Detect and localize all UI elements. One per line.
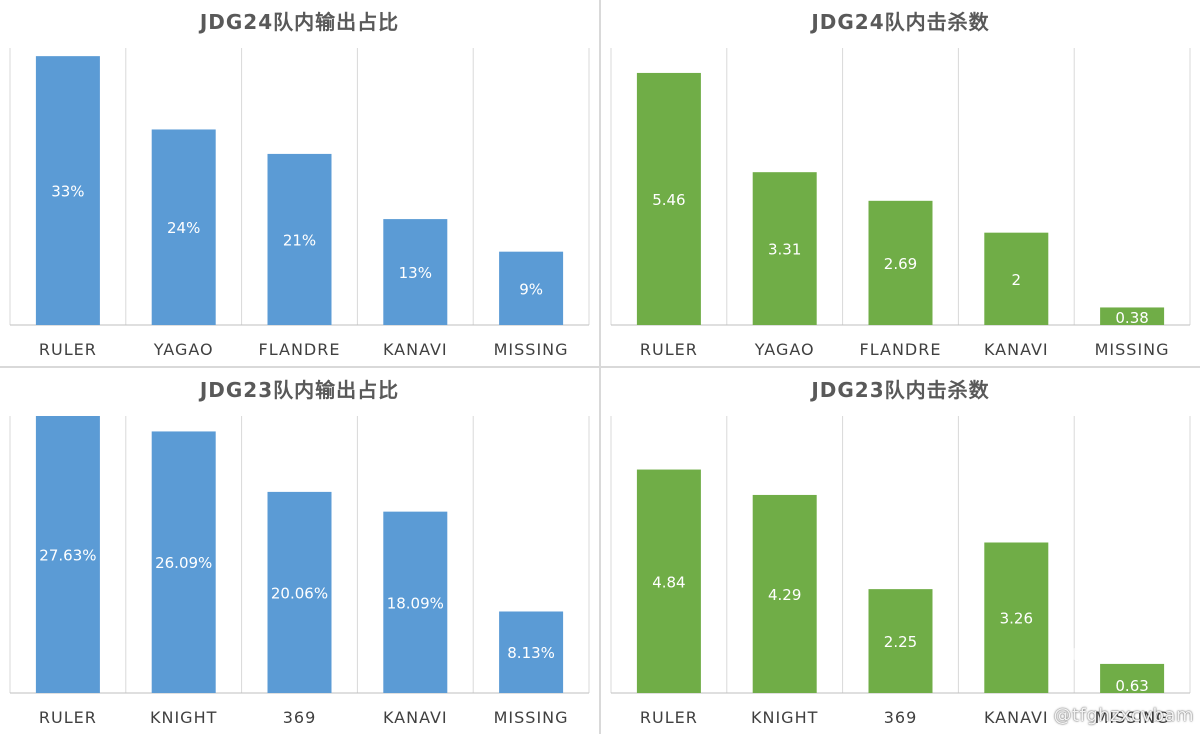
watermark-text: @tfghzxcvbam	[1053, 705, 1194, 726]
data-label: 18.09%	[387, 594, 444, 612]
data-label: 9%	[519, 280, 543, 298]
data-label: 4.84	[652, 573, 685, 591]
bar-kanavi	[383, 511, 448, 693]
x-tick-label: KNIGHT	[150, 708, 217, 727]
x-tick-label: 369	[283, 708, 317, 727]
chart-panel-jdg23-damage-share: JDG23队内输出占比 27.63% RULER 26.09% KNIGHT 20.06%…	[0, 368, 599, 734]
bar-missing	[1100, 663, 1165, 693]
chart-panel-jdg24-damage-share: JDG24队内输出占比 33% RULER 24% YAGAO 21% FLANDRE 13%…	[0, 0, 599, 366]
chart-title: JDG24队内击杀数	[809, 10, 989, 34]
chart-panel-jdg23-kills: JDG23队内击杀数 4.84 RULER 4.29 KNIGHT 2.25 369 3.26…	[601, 368, 1200, 734]
bar-ruler	[636, 72, 701, 326]
chart-svg-jdg23-kills: JDG23队内击杀数 4.84 RULER 4.29 KNIGHT 2.25 369 3.26…	[610, 378, 1191, 727]
x-tick-label: RULER	[640, 708, 698, 727]
x-tick-label: RULER	[39, 340, 97, 359]
bar-missing	[1100, 307, 1165, 325]
data-label: 21%	[283, 231, 316, 249]
x-tick-label: YAGAO	[754, 340, 815, 359]
data-label: 3.26	[1000, 610, 1033, 628]
bar-369	[868, 589, 933, 693]
x-tick-label: KANAVI	[984, 708, 1049, 727]
bar-ruler	[35, 416, 100, 693]
bar-missing	[499, 251, 564, 325]
data-label: 2.25	[884, 633, 917, 651]
x-tick-label: KNIGHT	[751, 708, 818, 727]
data-label: 27.63%	[39, 547, 96, 565]
bar-flandre	[267, 153, 332, 325]
chart-svg-jdg24-damage-share: JDG24队内输出占比 33% RULER 24% YAGAO 21% FLANDRE 13%…	[9, 10, 590, 359]
chart-title: JDG23队内击杀数	[809, 378, 989, 402]
x-tick-label: KANAVI	[984, 340, 1049, 359]
x-tick-label: MISSING	[494, 340, 569, 359]
watermark-logo-icon	[1072, 648, 1158, 660]
bar-kanavi	[984, 232, 1049, 325]
x-tick-label: FLANDRE	[259, 340, 341, 359]
chart-svg-jdg24-kills: JDG24队内击杀数 5.46 RULER 3.31 YAGAO 2.69 FLANDRE 2…	[610, 10, 1191, 359]
data-label: 3.31	[768, 241, 801, 259]
data-label: 13%	[399, 264, 432, 282]
data-label: 33%	[51, 183, 84, 201]
bar-knight	[752, 494, 817, 693]
data-label: 8.13%	[507, 644, 555, 662]
chart-title: JDG24队内输出占比	[198, 10, 399, 34]
data-label: 0.38	[1115, 309, 1148, 327]
chart-svg-jdg23-damage-share: JDG23队内输出占比 27.63% RULER 26.09% KNIGHT 20.06%…	[9, 378, 590, 727]
bar-missing	[499, 611, 564, 693]
bar-ruler	[35, 56, 100, 325]
bar-ruler	[636, 469, 701, 693]
x-tick-label: YAGAO	[153, 340, 214, 359]
chart-title: JDG23队内输出占比	[198, 378, 399, 402]
data-label: 4.29	[768, 586, 801, 604]
data-label: 0.63	[1115, 677, 1148, 695]
x-tick-label: RULER	[640, 340, 698, 359]
bar-kanavi	[383, 219, 448, 325]
data-label: 24%	[167, 219, 200, 237]
bar-369	[267, 491, 332, 693]
horizontal-divider	[0, 366, 1200, 368]
data-label: 2.69	[884, 255, 917, 273]
chart-panel-jdg24-kills: JDG24队内击杀数 5.46 RULER 3.31 YAGAO 2.69 FLANDRE 2…	[601, 0, 1200, 366]
x-tick-label: FLANDRE	[860, 340, 942, 359]
data-label: 20.06%	[271, 584, 328, 602]
bar-knight	[151, 431, 216, 693]
bar-flandre	[868, 200, 933, 325]
data-label: 5.46	[652, 191, 685, 209]
x-tick-label: MISSING	[494, 708, 569, 727]
bar-kanavi	[984, 542, 1049, 693]
data-label: 2	[1012, 271, 1022, 289]
x-tick-label: MISSING	[1095, 340, 1170, 359]
data-label: 26.09%	[155, 554, 212, 572]
bar-yagao	[752, 172, 817, 325]
x-tick-label: MISSING	[1095, 708, 1170, 727]
bar-yagao	[151, 129, 216, 325]
x-tick-label: KANAVI	[383, 340, 448, 359]
x-tick-label: 369	[884, 708, 918, 727]
x-tick-label: KANAVI	[383, 708, 448, 727]
x-tick-label: RULER	[39, 708, 97, 727]
